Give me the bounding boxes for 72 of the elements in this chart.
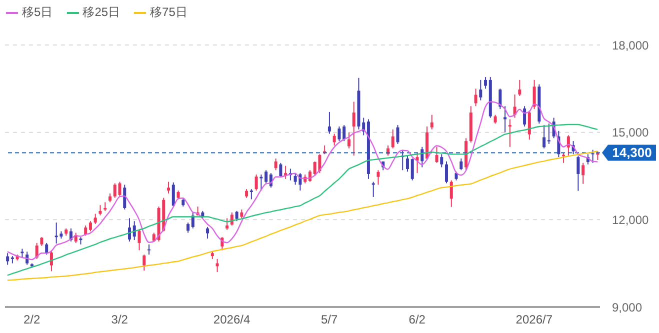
x-tick-label: 2026/7 <box>516 312 553 327</box>
candlestick <box>84 224 88 236</box>
y-tick-label: 18,000 <box>612 38 650 52</box>
candlestick <box>484 76 488 90</box>
candlestick <box>508 118 512 148</box>
candlestick <box>542 124 546 149</box>
x-tick-label: 3/2 <box>111 312 128 327</box>
candlestick <box>206 226 210 240</box>
candlestick <box>98 204 102 216</box>
candlestick <box>347 132 350 149</box>
candlestick <box>532 79 536 110</box>
candlestick <box>591 149 594 164</box>
candlestick <box>479 79 482 101</box>
candlestick <box>430 114 434 130</box>
candlestick <box>450 180 453 208</box>
candlestick <box>547 123 550 144</box>
candlestick <box>308 170 312 182</box>
candlestick <box>528 110 531 140</box>
candlestick <box>123 184 126 210</box>
candlestick <box>391 128 394 149</box>
candlestick <box>254 174 258 192</box>
candlestick <box>235 210 238 222</box>
candlestick <box>279 162 282 178</box>
legend-label: 移5日 <box>22 4 53 21</box>
candlestick <box>142 254 146 272</box>
candlestick <box>138 229 141 251</box>
candlestick <box>504 106 507 133</box>
candlestick <box>338 126 341 142</box>
candlestick <box>352 101 356 156</box>
candlestick <box>410 158 414 181</box>
candlestick <box>128 218 131 242</box>
legend-label: 移75日 <box>150 4 188 21</box>
candlestick <box>376 170 380 186</box>
x-tick-label: 2026/4 <box>213 312 250 327</box>
candlestick <box>440 154 444 168</box>
candlestick <box>435 146 438 164</box>
candlestick <box>445 160 448 184</box>
ref-line-label: 14,300 <box>612 145 652 160</box>
candlestick <box>172 182 175 208</box>
candlestick <box>523 106 526 128</box>
candlestick <box>50 250 53 272</box>
candlestick <box>582 162 585 184</box>
candlestick <box>264 170 268 184</box>
y-tick-label: 12,000 <box>612 212 650 227</box>
candlestick <box>342 124 346 142</box>
candlestick <box>460 158 463 171</box>
x-tick-label: 6/2 <box>408 312 426 327</box>
candlestick <box>576 155 580 192</box>
x-tick-label: 5/7 <box>320 312 338 327</box>
candlestick <box>474 88 478 107</box>
candlestick <box>518 79 522 96</box>
x-tick-label: 2/2 <box>23 312 40 327</box>
candlestick <box>148 244 151 256</box>
candlestick <box>274 158 278 171</box>
candlestick <box>186 222 190 234</box>
candlestick <box>406 155 409 172</box>
candlestick <box>94 213 97 225</box>
candlestick <box>250 188 253 200</box>
y-tick-label: 9,000 <box>612 300 642 314</box>
candlestick <box>328 111 331 134</box>
line-series <box>6 150 598 281</box>
candlestick <box>396 124 400 144</box>
candlestick <box>562 152 566 164</box>
candlestick <box>332 133 336 146</box>
candlestick <box>226 218 229 230</box>
candlestick <box>260 174 263 192</box>
candlestick <box>167 181 170 194</box>
candlestick <box>88 220 92 232</box>
y-tick-label: 15,000 <box>612 126 650 140</box>
candlestick <box>498 88 502 110</box>
legend-label: 移25日 <box>82 4 120 21</box>
candlestick <box>6 252 10 266</box>
